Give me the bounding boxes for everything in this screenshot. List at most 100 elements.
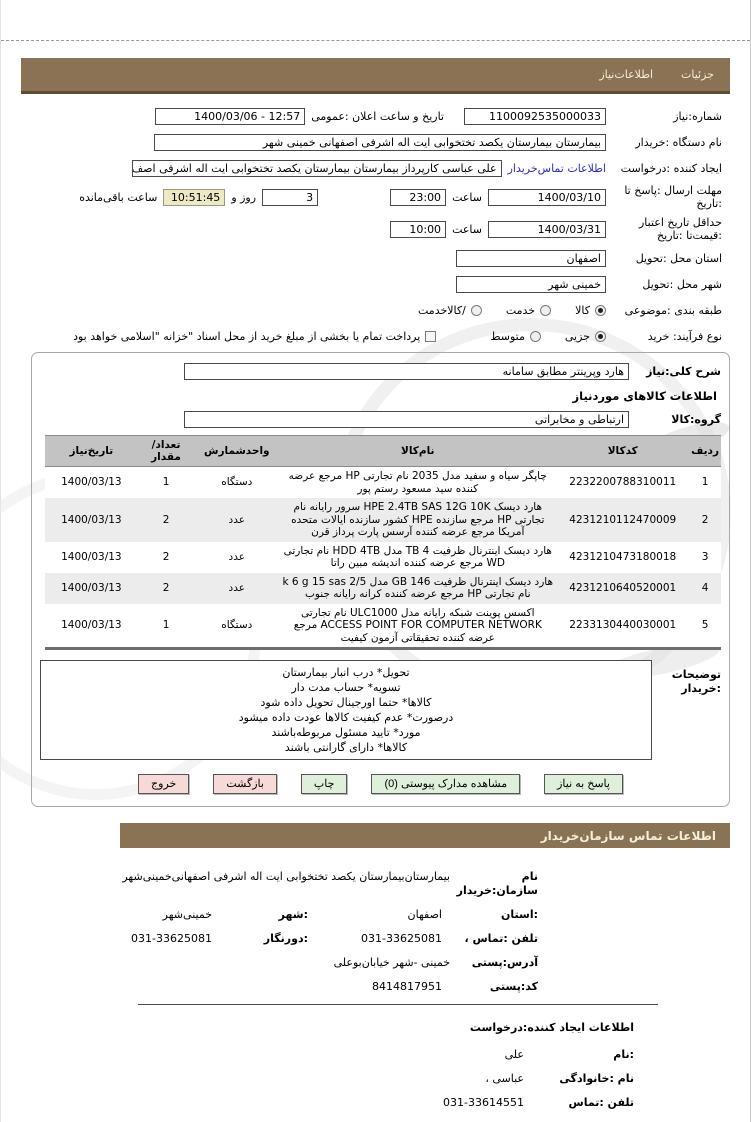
delivery-city-label: شهر محل :تحویل xyxy=(642,277,722,291)
action-buttons-row: پاسخ به نیاز مشاهده مدارک پیوستی (0) چاپ… xyxy=(40,774,721,794)
items-table-header-row: ردیف کدکالا نام‌کالا واحدشمارش تعداد/ مق… xyxy=(45,435,721,467)
cell-name: چاپگر سیاه و سفید مدل 2035 نام تجارتی HP… xyxy=(279,466,557,498)
treasury-checkbox-label: پرداخت تمام یا بخشی از مبلغ خرید از محل … xyxy=(73,329,421,343)
contact-address-label: آدرس:پستی xyxy=(471,956,538,969)
cell-row: 2 xyxy=(689,498,721,542)
table-row: 2 4231210112470009 هارد دیسک HPE 2.4TB S… xyxy=(45,498,721,542)
cell-code: 4231210112470009 xyxy=(556,498,690,542)
buyer-org-field[interactable]: بیمارستان بیمارستان یکصد تختخوابی ایت ال… xyxy=(154,133,606,151)
col-code: کدکالا xyxy=(556,435,690,467)
org-name-label: نام سازمان:خریدار xyxy=(456,870,538,897)
announce-datetime-field[interactable]: 1400/03/06 - 12:57 xyxy=(155,107,306,125)
cell-code: 2233130440030001 xyxy=(556,603,690,649)
buyer-contact-heading: اطلاعات تماس سازمان‌خریدار xyxy=(540,828,716,843)
creator-name-value: علی xyxy=(504,1048,524,1061)
process-medium-radio[interactable] xyxy=(529,330,541,342)
days-label: روز و xyxy=(231,190,257,204)
contact-city-value: خمینی‌شهر xyxy=(162,908,212,921)
cell-date: 1400/03/13 xyxy=(45,498,138,542)
cell-row: 3 xyxy=(689,541,721,573)
remaining-time-display: 10:51:45 xyxy=(163,188,226,206)
cell-row: 5 xyxy=(689,603,721,649)
creator-family-label: نام :خانوادگی xyxy=(559,1072,634,1085)
buyer-contact-info: نام سازمان:خریدار بیمارستان‌بیمارستان یک… xyxy=(21,870,538,994)
delivery-province-field[interactable]: اصفهان xyxy=(456,249,606,267)
deadline-hour-label: ساعت xyxy=(452,190,482,204)
cell-name: هارد دیسک اینترنال ظرفیت 146 GB مدل 2/5 … xyxy=(279,572,557,604)
print-button[interactable]: چاپ xyxy=(300,774,348,794)
remaining-days-field[interactable]: 3 xyxy=(262,188,319,206)
announce-label: تاریخ و ساعت اعلان :عمومی xyxy=(311,109,444,123)
request-creator-info: اطلاعات ایجاد کننده:درخواست :نام علی نام… xyxy=(21,1021,634,1109)
category-goods-service-radio[interactable] xyxy=(470,304,482,316)
col-qty: تعداد/ مقدار xyxy=(137,435,195,467)
need-header-form: شماره:نیاز 1100092535000033 تاریخ و ساعت… xyxy=(21,106,730,346)
contact-province-label: :استان xyxy=(501,908,538,921)
note-line: کالاها* دارای گارانتی باشند xyxy=(284,741,408,754)
tab-need-info[interactable]: اطلاعات‌نیاز xyxy=(599,68,654,81)
table-row: 5 2233130440030001 اکسس پوینت شبکه رایان… xyxy=(45,603,721,649)
validity-hour-label: ساعت xyxy=(452,222,482,236)
note-line: درصورت* عدم کیفیت کالاها عودت داده میشود xyxy=(238,711,454,724)
col-row: ردیف xyxy=(689,435,721,467)
reply-to-need-button[interactable]: پاسخ به نیاز xyxy=(544,774,623,794)
process-type-label: نوع فرآیند: خرید xyxy=(647,329,722,343)
cell-row: 4 xyxy=(689,572,721,604)
cell-date: 1400/03/13 xyxy=(45,603,138,649)
need-number-field[interactable]: 1100092535000033 xyxy=(464,107,606,125)
cell-qty: 2 xyxy=(137,498,195,542)
price-validity-date-field[interactable]: 1400/03/31 xyxy=(488,220,606,238)
cell-row: 1 xyxy=(689,466,721,498)
cell-unit: عدد xyxy=(194,572,280,604)
process-medium-label: متوسط xyxy=(490,329,525,343)
goods-group-field[interactable]: ارتباطی و مخابراتی xyxy=(184,410,629,428)
exit-button[interactable]: خروج xyxy=(138,774,190,794)
response-deadline-label: مهلت ارسال :پاسخ تا :تاریخ xyxy=(624,184,722,210)
request-creator-label: ایجاد کننده :درخواست xyxy=(620,161,722,175)
items-section-heading: اطلاعات کالاهای موردنیاز xyxy=(572,389,717,403)
process-minor-label: جزیی xyxy=(564,329,590,343)
category-goods-radio[interactable] xyxy=(595,304,606,316)
need-details-panel: شرح کلی:نیاز هارد وپرینتر مطابق سامانه ا… xyxy=(31,352,730,807)
cell-qty: 1 xyxy=(137,603,195,649)
request-creator-field[interactable]: علی عباسی کارپرداز بیمارستان بیمارستان ی… xyxy=(131,159,502,177)
category-goods-service-label: /کالاخدمت xyxy=(418,303,466,317)
treasury-checkbox[interactable] xyxy=(425,330,437,342)
cell-date: 1400/03/13 xyxy=(45,541,138,573)
creator-name-label: :نام xyxy=(613,1048,634,1061)
buyer-notes-box[interactable]: تحویل* درب انبار بیمارستان تسویه* حساب م… xyxy=(40,660,652,760)
cell-qty: 1 xyxy=(137,466,195,498)
creator-phone-value: 031-33614551 xyxy=(443,1096,524,1109)
contact-address-value: خمینی -شهر خیابان‌بوعلی xyxy=(333,956,450,969)
table-row: 4 4231210640520001 هارد دیسک اینترنال ظر… xyxy=(45,572,721,604)
overall-desc-field[interactable]: هارد وپرینتر مطابق سامانه xyxy=(184,362,629,380)
category-service-radio[interactable] xyxy=(540,304,552,316)
response-deadline-time-field[interactable]: 23:00 xyxy=(390,188,447,206)
price-validity-time-field[interactable]: 10:00 xyxy=(390,220,447,238)
creator-phone-label: تلفن :تماس xyxy=(568,1096,634,1109)
items-table: ردیف کدکالا نام‌کالا واحدشمارش تعداد/ مق… xyxy=(45,435,721,650)
back-button[interactable]: بازگشت xyxy=(213,774,277,794)
view-attachments-button[interactable]: مشاهده مدارک پیوستی (0) xyxy=(371,774,521,794)
contact-city-label: :شهر xyxy=(278,908,308,921)
creator-heading: اطلاعات ایجاد کننده:درخواست xyxy=(469,1021,634,1034)
table-row: 1 2232200788310011 چاپگر سیاه و سفید مدل… xyxy=(45,466,721,498)
contact-phone-label: تلفن :تماس ، xyxy=(464,932,539,945)
buyer-contact-link[interactable]: اطلاعات تماس‌خریدار xyxy=(507,161,606,175)
delivery-city-field[interactable]: خمینی شهر xyxy=(456,275,606,293)
creator-family-value: عباسی ، xyxy=(485,1072,524,1085)
note-line: تحویل* درب انبار بیمارستان xyxy=(282,666,410,679)
note-line: تسویه* حساب مدت دار xyxy=(291,681,401,694)
cell-name: اکسس پوینت شبکه رایانه مدل ULC1000 نام ت… xyxy=(279,603,557,649)
col-date: تاریخ‌نیاز xyxy=(45,435,138,467)
cell-unit: دستگاه xyxy=(194,603,280,649)
col-unit: واحدشمارش xyxy=(194,435,280,467)
need-number-label: شماره:نیاز xyxy=(673,109,722,123)
top-dotted-separator xyxy=(1,40,750,41)
delivery-province-label: استان محل :تحویل xyxy=(635,251,722,265)
tab-details[interactable]: جزئیات xyxy=(681,68,714,81)
contact-fax-value: 031-33625081 xyxy=(131,932,212,945)
note-line: مورد* تایید مسئول مربوطه‌باشند xyxy=(271,726,421,739)
response-deadline-date-field[interactable]: 1400/03/10 xyxy=(488,188,606,206)
process-minor-radio[interactable] xyxy=(595,330,606,342)
